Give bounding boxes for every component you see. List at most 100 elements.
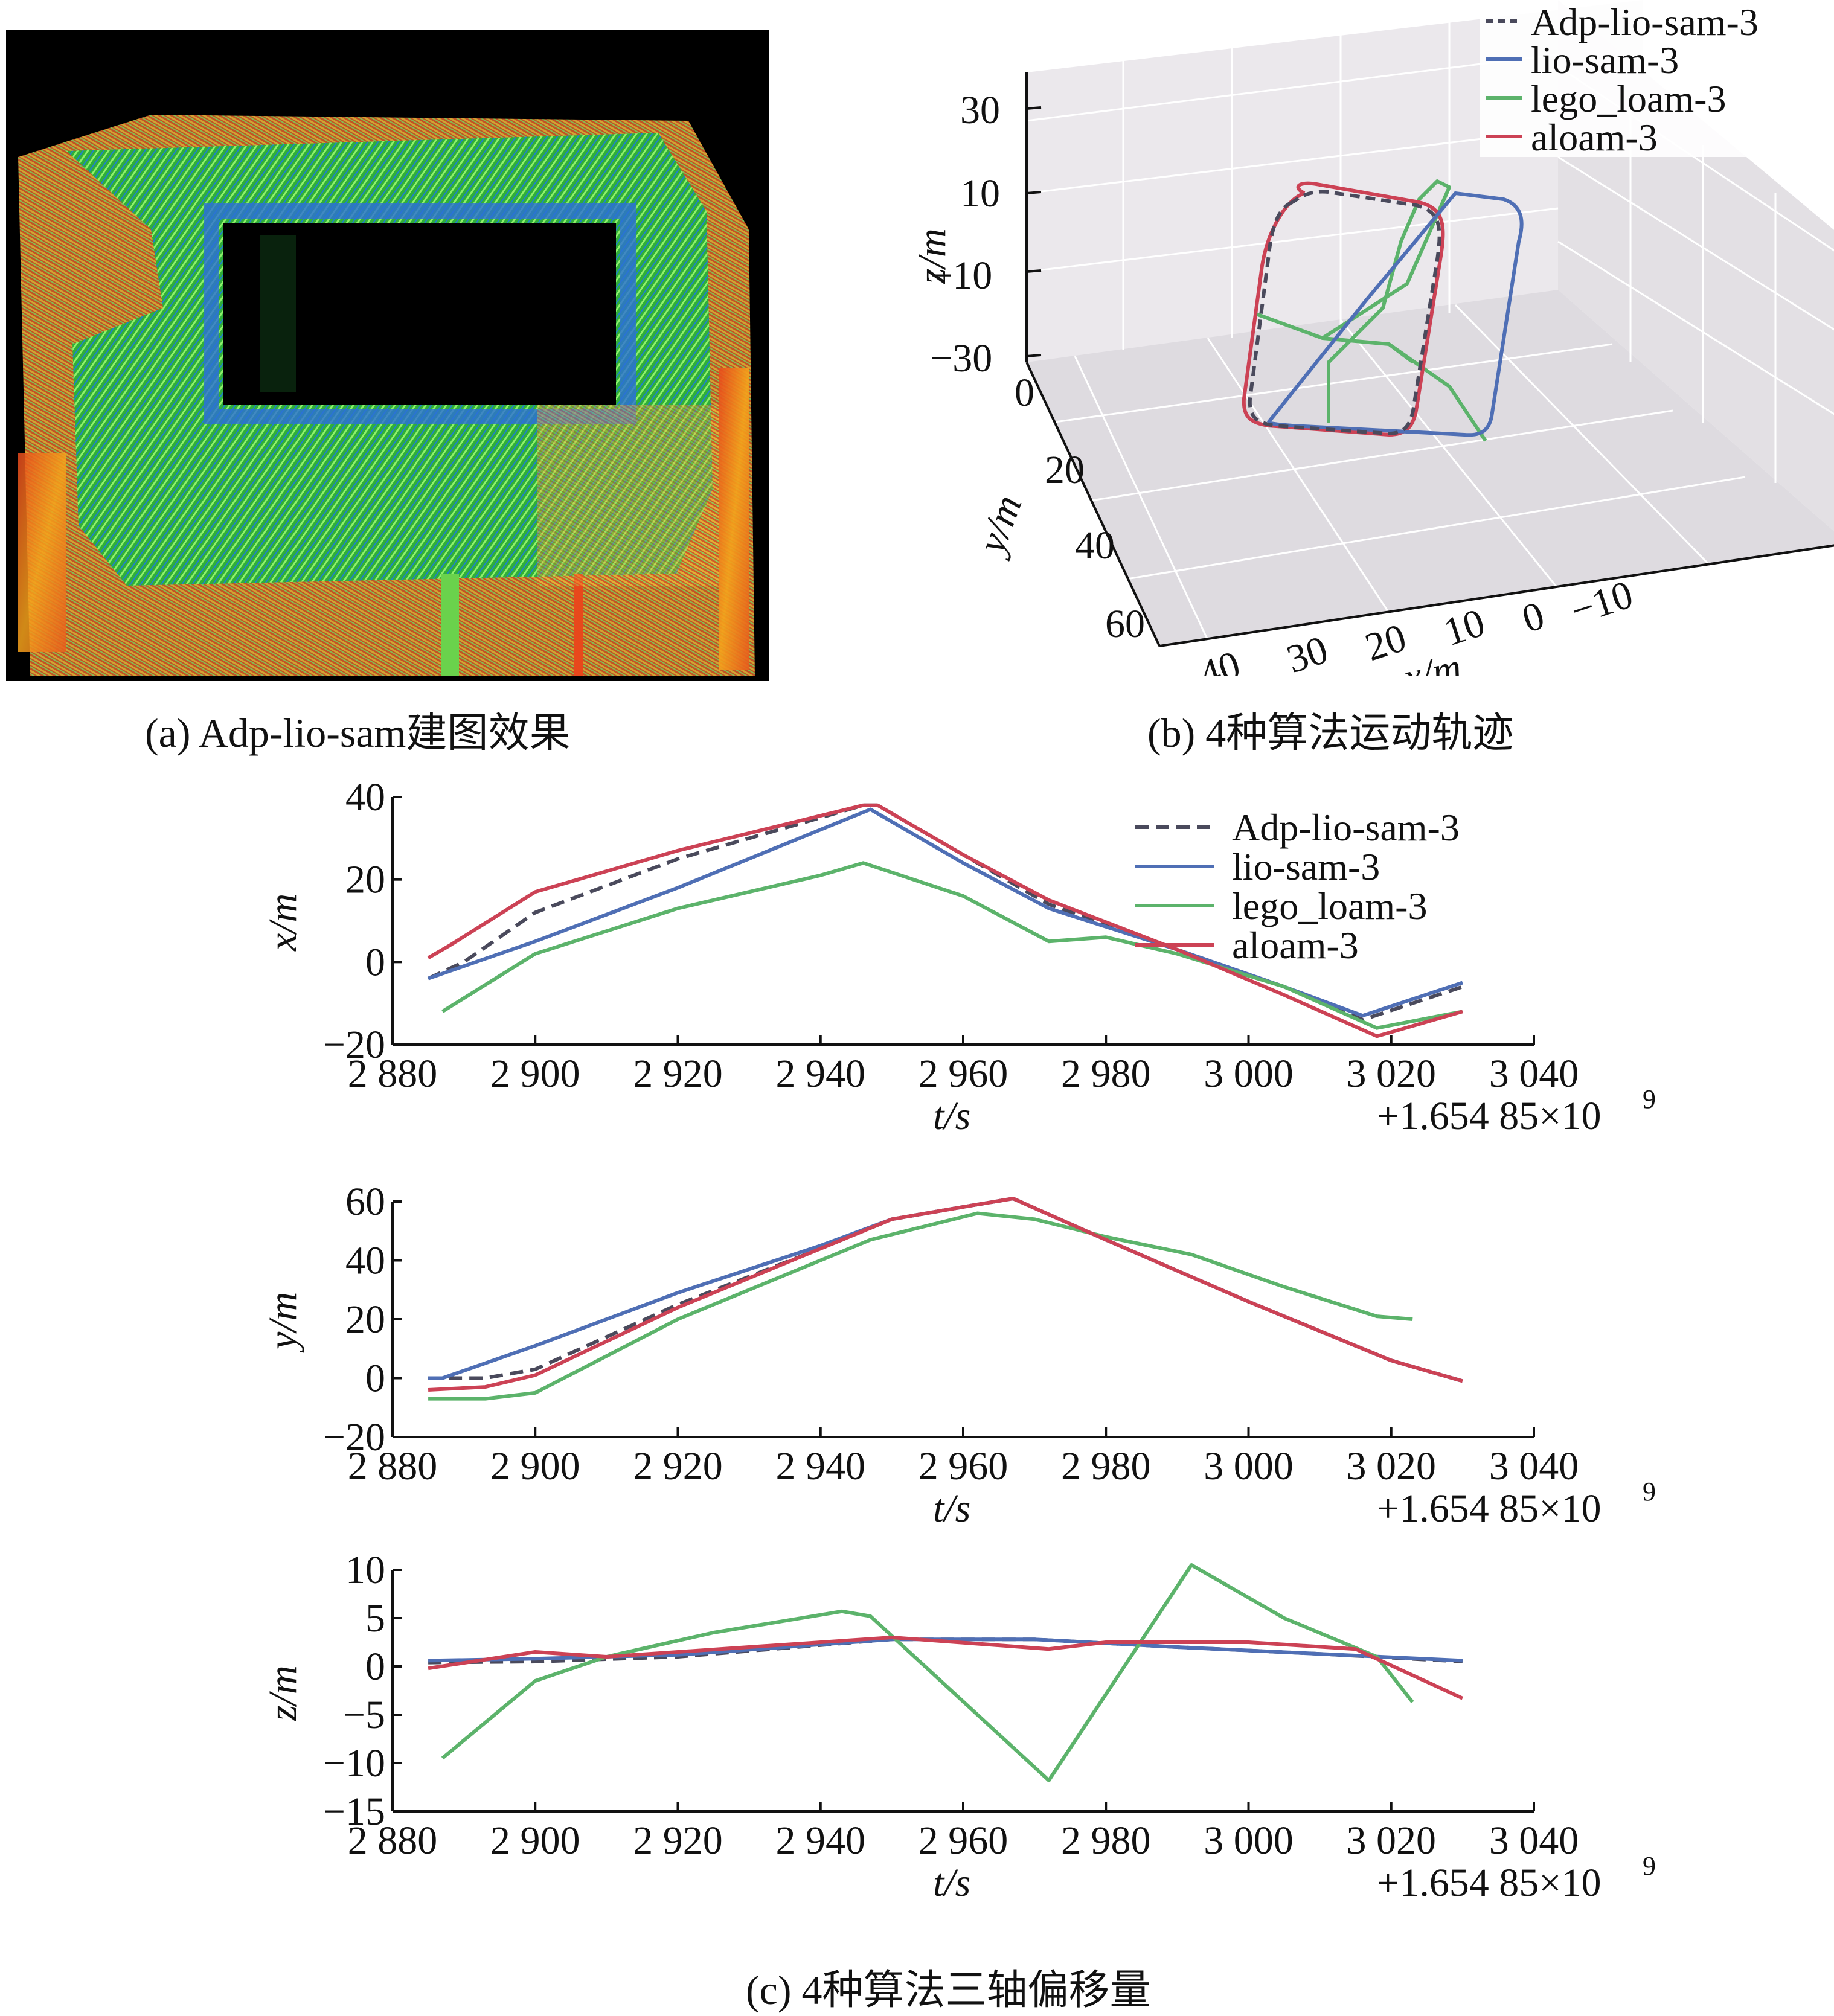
series-line-aloam: [428, 1636, 1464, 1700]
x-tick-label: 3 020: [1347, 1444, 1437, 1488]
x-axis-label: t/s: [933, 1861, 970, 1905]
y-axis-label: z/m: [261, 1665, 305, 1721]
series-line-lego: [441, 861, 1463, 1030]
y-tick-label: 0: [365, 1357, 385, 1401]
x-tick-label: 2 920: [633, 1052, 723, 1096]
series-line-lego: [428, 1211, 1413, 1401]
series-line-lio: [428, 1637, 1463, 1663]
x-tick-label: 2 940: [776, 1052, 866, 1096]
x-tick-label: 3 000: [1204, 1052, 1294, 1096]
x-tick-0: 0: [1517, 594, 1550, 642]
panel-a-caption: (a) Adp-lio-sam建图效果: [145, 710, 571, 756]
x-tick-label: 3 040: [1489, 1444, 1579, 1488]
x-tick-label: 2 880: [348, 1444, 438, 1488]
x-tick-label: 2 980: [1061, 1052, 1151, 1096]
legend-label-aloam: aloam-3: [1232, 924, 1359, 967]
chart-x-vs-t: 2 880 2 900 2 920 2 940 2 960 2 980 3 000 3 020…: [261, 779, 1656, 1138]
y-tick-label: 20: [345, 858, 385, 902]
y-tick-label: 20: [345, 1298, 385, 1342]
x-tick-label: 2 960: [919, 1819, 1008, 1863]
y-axis-label: x/m: [261, 894, 305, 952]
y-tick-label: −20: [323, 1415, 385, 1459]
z-axis-label: z/m: [910, 228, 954, 284]
y-tick-label: 60: [345, 1183, 385, 1224]
x-tick-label: 3 040: [1489, 1819, 1579, 1863]
x-tick-label: 3 020: [1347, 1052, 1437, 1096]
x-tick-label: 2 900: [490, 1444, 580, 1488]
x-tick-label: 3 020: [1347, 1819, 1437, 1863]
x-tick-label: 2 900: [490, 1819, 580, 1863]
z-tick-minus10: −10: [930, 254, 992, 298]
x-tick-10: 10: [1438, 600, 1490, 654]
z-tick-10: 10: [960, 171, 1000, 216]
x-offset-label: +1.654 85×10: [1377, 1094, 1601, 1138]
legend-3d: Adp-lio-sam-3 lio-sam-3 lego_loam-3 aloa…: [1480, 0, 1806, 159]
traj-aloam-3: [1242, 181, 1445, 437]
floor: [1027, 290, 1834, 646]
panel-b-caption: (b) 4种算法运动轨迹: [1147, 710, 1514, 756]
point-cloud-drawing: [18, 115, 755, 676]
x-tick-label: 2 980: [1061, 1819, 1151, 1863]
y-tick-label: −10: [323, 1741, 385, 1785]
x-axis-label: x/m: [1399, 645, 1465, 676]
x-tick-label: 2 900: [490, 1052, 580, 1096]
x-tick-label: 2 940: [776, 1819, 866, 1863]
x-tick-label: 2 960: [919, 1444, 1008, 1488]
series-line-lio: [428, 807, 1463, 1018]
x-tick-label: 2 920: [633, 1444, 723, 1488]
series-line-lego: [441, 1563, 1414, 1782]
y-tick-0: 0: [1015, 371, 1034, 415]
trajectory-3d-svg: 30 10 −10 −30 z/m 0 20 40 60 y/m 40 30 2…: [910, 0, 1834, 700]
y-tick-label: −5: [343, 1693, 385, 1737]
legend-label-adp: Adp-lio-sam-3: [1232, 806, 1460, 849]
trajectory-3d-chart: 30 10 −10 −30 z/m 0 20 40 60 y/m 40 30 2…: [870, 0, 1834, 700]
x-tick-label: 3 040: [1489, 1052, 1579, 1096]
x-tick-label: 2 940: [776, 1444, 866, 1488]
trajectory-lines: [1242, 179, 1524, 442]
x-tick-label: 2 960: [919, 1052, 1008, 1096]
y-tick-label: 10: [345, 1552, 385, 1592]
y-tick-label: −15: [323, 1790, 385, 1834]
x-offset-label: +1.654 85×10: [1377, 1486, 1601, 1531]
traj-lio-sam-3: [1266, 191, 1524, 437]
legend-label-adp: Adp-lio-sam-3: [1531, 1, 1759, 43]
y-tick-label: 40: [345, 1239, 385, 1283]
y-axis-label: y/m: [968, 490, 1030, 562]
series-line-aloam: [427, 803, 1463, 1038]
y-axis-label: y/m: [261, 1292, 305, 1353]
x-offset-label: +1.654 85×10: [1377, 1861, 1601, 1905]
x-tick-label: 3 000: [1204, 1819, 1294, 1863]
x-tick-40: 40: [1194, 642, 1245, 676]
y-tick-40: 40: [1075, 523, 1115, 568]
chart-y-vs-t: 2 880 2 900 2 920 2 940 2 960 2 980 3 000 3 020…: [261, 1183, 1656, 1531]
panel-c-caption: (c) 4种算法三轴偏移量: [746, 1967, 1151, 2013]
legend-label-aloam: aloam-3: [1531, 116, 1658, 159]
y-tick-20: 20: [1045, 448, 1085, 492]
traj-adp-lio-sam-3: [1248, 190, 1441, 435]
x-tick-label: 2 920: [633, 1819, 723, 1863]
x-tick-30: 30: [1281, 627, 1333, 676]
z-tick-minus30: −30: [930, 336, 992, 380]
z-tick-30: 30: [960, 88, 1000, 132]
y-tick-label: 0: [365, 940, 385, 984]
chart-z-vs-t: 2 880 2 900 2 920 2 940 2 960 2 980 3 000 3 020…: [261, 1552, 1656, 1905]
x-axis-label: t/s: [933, 1094, 970, 1138]
x-offset-exponent: 9: [1643, 1477, 1656, 1506]
legend-label-lio: lio-sam-3: [1531, 39, 1679, 82]
y-tick-label: −20: [323, 1023, 385, 1067]
x-offset-exponent: 9: [1643, 1851, 1656, 1881]
y-tick-label: 0: [365, 1645, 385, 1689]
x-tick-label: 2 880: [348, 1819, 438, 1863]
legend-label-lego: lego_loam-3: [1531, 77, 1726, 120]
series-line-aloam: [428, 1197, 1463, 1392]
y-tick-60: 60: [1105, 602, 1145, 646]
y-tick-label: 5: [365, 1596, 385, 1640]
point-cloud-map-image: [6, 30, 769, 681]
x-tick-label: 2 880: [348, 1052, 438, 1096]
legend-label-lego: lego_loam-3: [1232, 885, 1427, 927]
x-tick-label: 2 980: [1061, 1444, 1151, 1488]
legend-label-lio: lio-sam-3: [1232, 845, 1380, 888]
axes-3d: [1025, 72, 1834, 647]
x-axis-label: t/s: [933, 1486, 970, 1531]
x-offset-exponent: 9: [1643, 1084, 1656, 1114]
